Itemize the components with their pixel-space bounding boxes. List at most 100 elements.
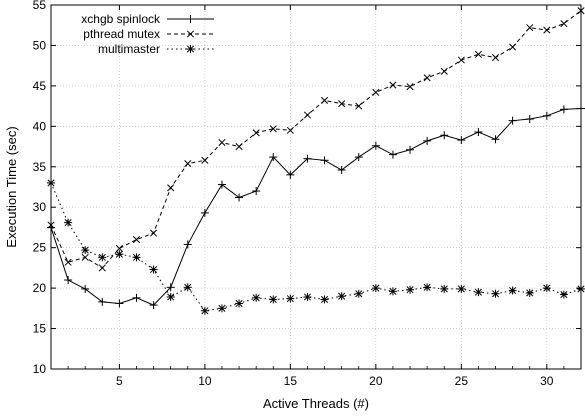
series-line-multimaster	[50, 182, 582, 312]
data-point-xchgb-spinlock	[337, 166, 346, 175]
data-point-xchgb-spinlock	[457, 136, 466, 145]
y-tick-label: 30	[33, 200, 47, 214]
marker-stroke	[440, 67, 448, 75]
marker-stroke	[150, 265, 158, 274]
marker-stroke	[150, 229, 158, 237]
marker-stroke	[132, 253, 141, 261]
marker-stroke	[184, 159, 192, 168]
marker-stroke	[526, 289, 534, 297]
data-point-pthread-mutex	[115, 244, 123, 253]
data-point-xchgb-spinlock	[183, 240, 192, 249]
marker-stroke	[167, 293, 175, 301]
series-multimaster	[47, 178, 585, 315]
data-point-xchgb-spinlock	[371, 141, 380, 150]
y-tick-label: 25	[33, 241, 47, 255]
y-tick-label: 50	[33, 38, 47, 52]
marker-stroke	[303, 293, 312, 301]
data-point-multimaster	[508, 286, 517, 295]
marker-stroke	[372, 284, 380, 292]
marker-stroke	[115, 244, 123, 253]
marker-stroke	[560, 20, 568, 28]
marker-stroke	[372, 88, 380, 96]
series-layer	[47, 7, 585, 315]
data-point-xchgb-spinlock	[303, 154, 312, 163]
data-point-multimaster	[491, 289, 500, 298]
data-point-multimaster	[166, 293, 175, 302]
marker-stroke	[474, 288, 482, 296]
data-point-pthread-mutex	[167, 184, 175, 192]
marker-stroke	[457, 56, 465, 64]
data-point-pthread-mutex	[389, 81, 397, 89]
marker-stroke	[286, 126, 294, 134]
data-point-xchgb-spinlock	[200, 208, 209, 217]
series-line-pthread-mutex	[50, 10, 582, 269]
marker-stroke	[64, 258, 72, 266]
x-tick-label: 25	[455, 374, 469, 388]
marker-stroke	[338, 100, 346, 108]
data-point-xchgb-spinlock	[491, 135, 500, 144]
marker-stroke	[543, 26, 551, 34]
data-point-pthread-mutex	[423, 74, 431, 82]
data-point-xchgb-spinlock	[286, 170, 295, 179]
data-point-multimaster	[269, 295, 278, 304]
marker-stroke	[98, 264, 106, 272]
data-point-multimaster	[406, 285, 415, 294]
legend-label-xchgb-spinlock: xchgb spinlock	[81, 12, 161, 26]
marker-stroke	[64, 219, 72, 227]
data-point-pthread-mutex	[286, 126, 294, 134]
legend-label-pthread-mutex: pthread mutex	[83, 27, 160, 41]
y-tick-label: 40	[33, 119, 47, 133]
marker-stroke	[286, 295, 294, 303]
marker-stroke	[252, 129, 260, 137]
x-tick-label: 20	[369, 374, 383, 388]
data-point-xchgb-spinlock	[115, 299, 124, 308]
data-point-pthread-mutex	[269, 125, 277, 133]
series-pthread-mutex	[47, 7, 585, 272]
data-point-xchgb-spinlock	[559, 105, 568, 114]
data-point-multimaster	[474, 288, 483, 297]
data-point-xchgb-spinlock	[252, 187, 261, 196]
data-point-xchgb-spinlock	[525, 115, 534, 124]
data-point-multimaster	[235, 299, 244, 308]
data-point-pthread-mutex	[64, 258, 72, 266]
data-point-xchgb-spinlock	[81, 284, 90, 293]
marker-stroke	[389, 81, 397, 89]
marker-stroke	[389, 287, 397, 295]
data-point-xchgb-spinlock	[354, 153, 363, 162]
data-point-multimaster	[388, 287, 397, 296]
data-point-pthread-mutex	[184, 159, 192, 168]
marker-stroke	[167, 184, 175, 192]
data-point-pthread-mutex	[303, 111, 312, 119]
x-tick-label: 30	[540, 374, 554, 388]
data-point-multimaster	[132, 253, 141, 262]
data-point-multimaster	[183, 283, 192, 292]
data-point-pthread-mutex	[355, 102, 363, 110]
marker-stroke	[269, 125, 277, 133]
data-point-multimaster	[81, 246, 90, 255]
data-point-pthread-mutex	[201, 156, 209, 164]
data-point-pthread-mutex	[132, 236, 141, 244]
data-point-multimaster	[149, 265, 158, 274]
marker-stroke	[406, 83, 414, 91]
data-point-multimaster	[217, 304, 226, 313]
series-xchgb-spinlock	[47, 104, 585, 310]
data-point-pthread-mutex	[474, 50, 482, 58]
data-point-xchgb-spinlock	[508, 116, 517, 125]
data-point-xchgb-spinlock	[217, 180, 226, 189]
marker-stroke	[423, 74, 431, 82]
marker-stroke	[81, 253, 89, 261]
marker-stroke	[338, 292, 346, 300]
marker-stroke	[423, 283, 431, 291]
data-point-pthread-mutex	[150, 229, 158, 237]
data-point-multimaster	[423, 283, 432, 292]
marker-stroke	[201, 156, 209, 164]
data-point-xchgb-spinlock	[320, 156, 329, 165]
marker-stroke	[457, 285, 465, 293]
data-point-multimaster	[457, 284, 466, 293]
x-tick-label: 10	[198, 374, 212, 388]
plot-frame	[50, 4, 582, 370]
data-point-pthread-mutex	[543, 26, 551, 34]
legend-marker-xchgb-spinlock	[186, 15, 195, 23]
marker-stroke	[186, 30, 195, 38]
data-point-xchgb-spinlock	[423, 136, 432, 145]
